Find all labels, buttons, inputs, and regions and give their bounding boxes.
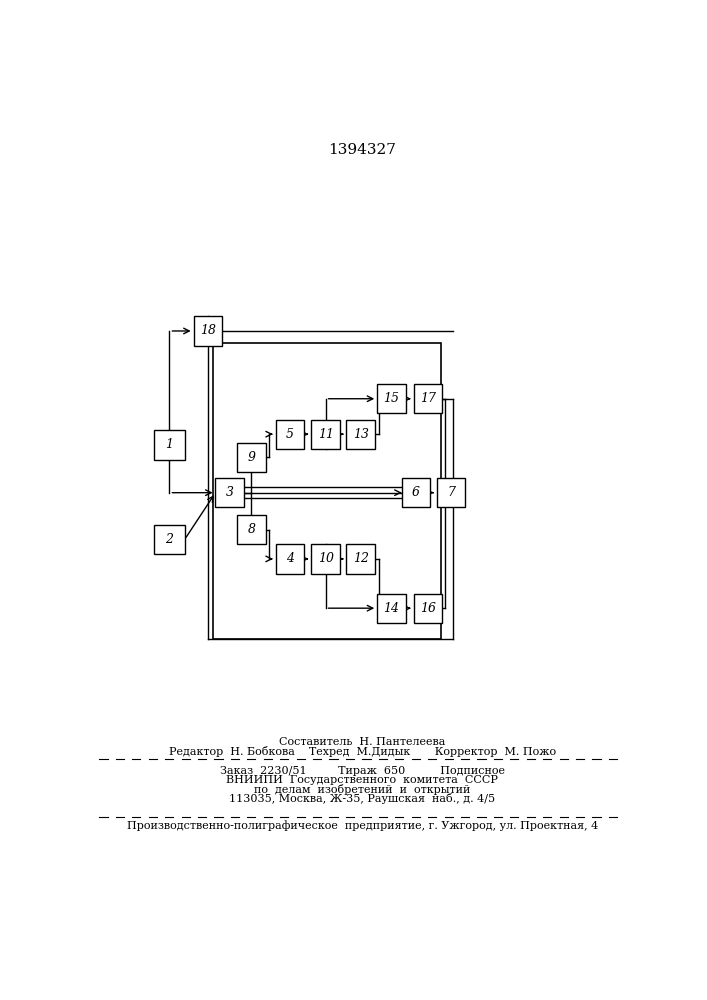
Text: 9: 9 bbox=[247, 451, 256, 464]
Text: Производственно-полиграфическое  предприятие, г. Ужгород, ул. Проектная, 4: Производственно-полиграфическое предприя… bbox=[127, 821, 598, 831]
FancyBboxPatch shape bbox=[437, 478, 465, 507]
FancyBboxPatch shape bbox=[414, 384, 443, 413]
Text: 3: 3 bbox=[226, 486, 234, 499]
FancyBboxPatch shape bbox=[402, 478, 431, 507]
Text: Составитель  Н. Пантелеева: Составитель Н. Пантелеева bbox=[279, 737, 445, 747]
Text: 12: 12 bbox=[353, 552, 368, 565]
Text: 18: 18 bbox=[200, 324, 216, 337]
FancyBboxPatch shape bbox=[154, 525, 185, 554]
Text: 17: 17 bbox=[420, 392, 436, 405]
Text: 16: 16 bbox=[420, 602, 436, 615]
Text: 5: 5 bbox=[286, 428, 294, 441]
FancyBboxPatch shape bbox=[377, 594, 406, 623]
Text: по  делам  изобретений  и  открытий: по делам изобретений и открытий bbox=[254, 784, 471, 795]
FancyBboxPatch shape bbox=[194, 316, 222, 346]
FancyBboxPatch shape bbox=[276, 544, 304, 574]
Text: 13: 13 bbox=[353, 428, 368, 441]
Text: 1394327: 1394327 bbox=[328, 143, 397, 157]
FancyBboxPatch shape bbox=[276, 420, 304, 449]
Text: 10: 10 bbox=[317, 552, 334, 565]
FancyBboxPatch shape bbox=[216, 478, 244, 507]
Text: Заказ  2230/51         Тираж  650          Подписное: Заказ 2230/51 Тираж 650 Подписное bbox=[220, 766, 505, 776]
Text: 15: 15 bbox=[383, 392, 399, 405]
Text: 2: 2 bbox=[165, 533, 173, 546]
Text: 6: 6 bbox=[412, 486, 420, 499]
FancyBboxPatch shape bbox=[346, 544, 375, 574]
FancyBboxPatch shape bbox=[377, 384, 406, 413]
Text: 11: 11 bbox=[317, 428, 334, 441]
Text: 7: 7 bbox=[447, 486, 455, 499]
Text: 113035, Москва, Ж-35, Раушская  наб., д. 4/5: 113035, Москва, Ж-35, Раушская наб., д. … bbox=[229, 793, 496, 804]
FancyBboxPatch shape bbox=[311, 544, 340, 574]
Text: 14: 14 bbox=[383, 602, 399, 615]
FancyBboxPatch shape bbox=[238, 443, 266, 472]
FancyBboxPatch shape bbox=[346, 420, 375, 449]
Text: 8: 8 bbox=[247, 523, 256, 536]
FancyBboxPatch shape bbox=[311, 420, 340, 449]
Text: Редактор  Н. Бобкова    Техред  М.Дидык       Корректор  М. Пожо: Редактор Н. Бобкова Техред М.Дидык Корре… bbox=[169, 746, 556, 757]
Bar bbox=[214, 343, 441, 639]
FancyBboxPatch shape bbox=[414, 594, 443, 623]
FancyBboxPatch shape bbox=[154, 430, 185, 460]
Text: 4: 4 bbox=[286, 552, 294, 565]
FancyBboxPatch shape bbox=[238, 515, 266, 544]
Text: 1: 1 bbox=[165, 438, 173, 451]
Text: ВНИИПИ  Государственного  комитета  СССР: ВНИИПИ Государственного комитета СССР bbox=[226, 775, 498, 785]
